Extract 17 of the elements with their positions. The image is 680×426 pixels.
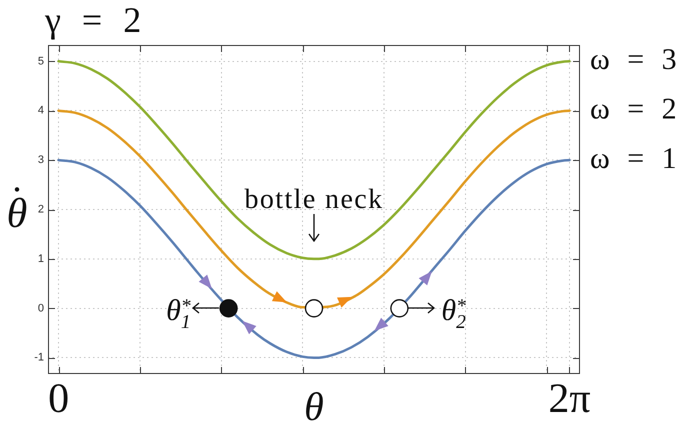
chart-title: γ = 2 [45,0,142,40]
y-tick-label: -1 [34,352,44,364]
y-axis-title: θ̇ [6,186,28,238]
series-label: ω = 1 [590,142,677,175]
series-label: ω = 2 [590,92,677,126]
x-axis-title: θ [304,384,324,426]
y-tick-label: 5 [38,55,44,68]
x-tick-label: 2π [548,376,591,422]
y-tick-label: 3 [38,154,44,166]
y-tick-label: 2 [38,204,44,216]
series-label: ω = 3 [590,43,677,76]
annotation: bottle neck [244,184,384,216]
line-series [57,60,571,260]
y-tick-label: 4 [38,104,44,117]
line-series [57,158,571,359]
y-tick-label: 1 [38,252,44,265]
y-tick-label: 0 [38,302,44,314]
